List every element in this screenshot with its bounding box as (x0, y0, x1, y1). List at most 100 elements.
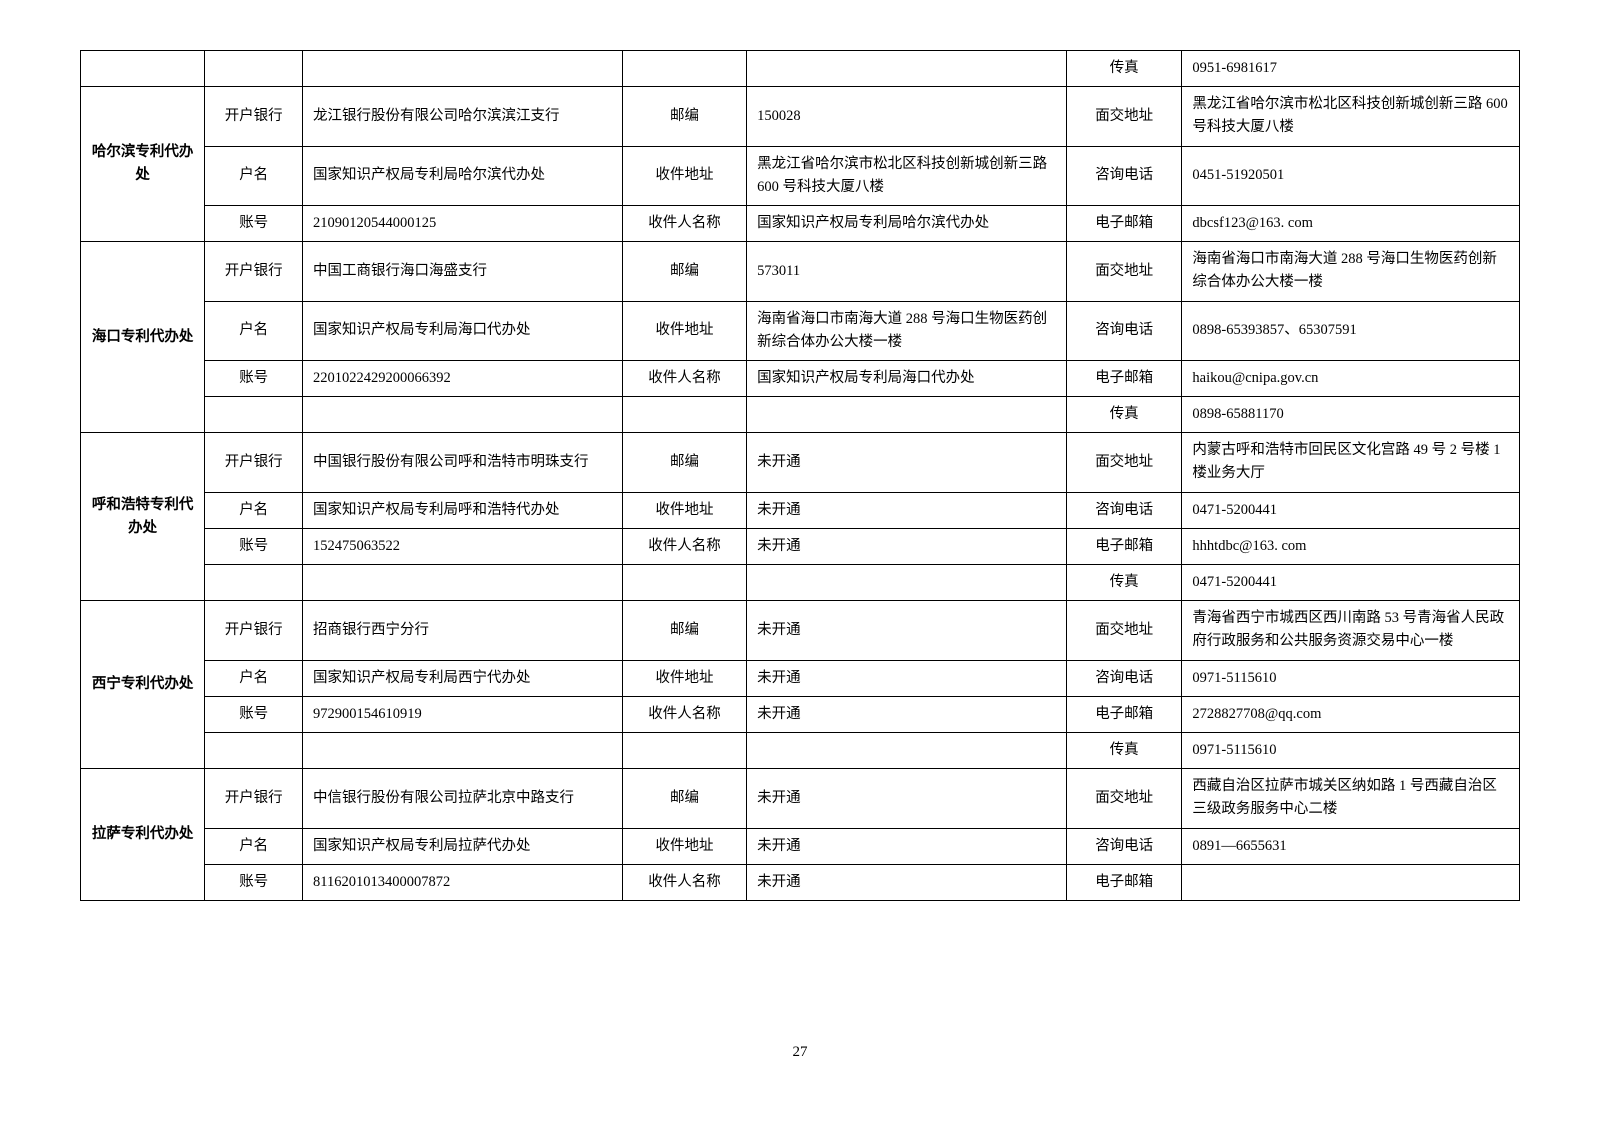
field-value: 黑龙江省哈尔滨市松北区科技创新城创新三路 600 号科技大厦八楼 (1182, 87, 1520, 146)
table-row: 户名国家知识产权局专利局拉萨代办处收件地址未开通咨询电话0891—6655631 (81, 828, 1520, 864)
field-label: 咨询电话 (1066, 301, 1181, 360)
field-label: 电子邮箱 (1066, 696, 1181, 732)
field-value: 青海省西宁市城西区西川南路 53 号青海省人民政府行政服务和公共服务资源交易中心… (1182, 601, 1520, 660)
table-row: 户名国家知识产权局专利局海口代办处收件地址海南省海口市南海大道 288 号海口生… (81, 301, 1520, 360)
field-value: 未开通 (747, 660, 1067, 696)
office-name-cell (81, 51, 205, 87)
field-label (622, 51, 746, 87)
field-label: 收件地址 (622, 146, 746, 205)
table-row: 户名国家知识产权局专利局西宁代办处收件地址未开通咨询电话0971-5115610 (81, 660, 1520, 696)
field-label: 收件地址 (622, 492, 746, 528)
field-label: 开户银行 (205, 242, 303, 301)
table-row: 账号2201022429200066392收件人名称国家知识产权局专利局海口代办… (81, 360, 1520, 396)
field-label: 面交地址 (1066, 87, 1181, 146)
table-row: 传真0971-5115610 (81, 732, 1520, 768)
field-label: 户名 (205, 828, 303, 864)
field-value: 150028 (747, 87, 1067, 146)
field-label: 开户银行 (205, 87, 303, 146)
table-row: 账号21090120544000125收件人名称国家知识产权局专利局哈尔滨代办处… (81, 205, 1520, 241)
field-value: 未开通 (747, 492, 1067, 528)
field-label: 收件地址 (622, 660, 746, 696)
table-row: 传真0898-65881170 (81, 397, 1520, 433)
table-row: 户名国家知识产权局专利局呼和浩特代办处收件地址未开通咨询电话0471-52004… (81, 492, 1520, 528)
field-value (303, 397, 623, 433)
field-value: 未开通 (747, 433, 1067, 492)
field-label: 传真 (1066, 397, 1181, 433)
field-value: 0471-5200441 (1182, 565, 1520, 601)
field-value: 0451-51920501 (1182, 146, 1520, 205)
field-label: 账号 (205, 360, 303, 396)
field-label: 邮编 (622, 242, 746, 301)
field-value: 黑龙江省哈尔滨市松北区科技创新城创新三路 600 号科技大厦八楼 (747, 146, 1067, 205)
field-label: 开户银行 (205, 769, 303, 828)
field-label: 电子邮箱 (1066, 864, 1181, 900)
office-name-cell: 海口专利代办处 (81, 242, 205, 433)
field-value: 0898-65881170 (1182, 397, 1520, 433)
office-name-cell: 哈尔滨专利代办处 (81, 87, 205, 242)
table-row: 海口专利代办处开户银行中国工商银行海口海盛支行邮编573011面交地址海南省海口… (81, 242, 1520, 301)
field-label: 收件人名称 (622, 696, 746, 732)
table-row: 传真0951-6981617 (81, 51, 1520, 87)
field-label: 户名 (205, 146, 303, 205)
field-value (303, 51, 623, 87)
field-label: 传真 (1066, 51, 1181, 87)
field-label (205, 397, 303, 433)
field-label: 户名 (205, 492, 303, 528)
table-row: 拉萨专利代办处开户银行中信银行股份有限公司拉萨北京中路支行邮编未开通面交地址西藏… (81, 769, 1520, 828)
field-value (747, 565, 1067, 601)
field-label: 邮编 (622, 87, 746, 146)
field-value: 972900154610919 (303, 696, 623, 732)
field-value: 国家知识产权局专利局呼和浩特代办处 (303, 492, 623, 528)
field-label: 收件人名称 (622, 205, 746, 241)
field-label: 户名 (205, 301, 303, 360)
field-label (205, 51, 303, 87)
field-value: 内蒙古呼和浩特市回民区文化宫路 49 号 2 号楼 1 楼业务大厅 (1182, 433, 1520, 492)
field-value: 国家知识产权局专利局拉萨代办处 (303, 828, 623, 864)
field-value: 2201022429200066392 (303, 360, 623, 396)
field-label: 咨询电话 (1066, 146, 1181, 205)
field-value: 海南省海口市南海大道 288 号海口生物医药创新综合体办公大楼一楼 (747, 301, 1067, 360)
field-label: 面交地址 (1066, 601, 1181, 660)
table-row: 西宁专利代办处开户银行招商银行西宁分行邮编未开通面交地址青海省西宁市城西区西川南… (81, 601, 1520, 660)
field-value: 西藏自治区拉萨市城关区纳如路 1 号西藏自治区三级政务服务中心二楼 (1182, 769, 1520, 828)
field-value: 0971-5115610 (1182, 732, 1520, 768)
office-name-cell: 西宁专利代办处 (81, 601, 205, 769)
field-label (622, 565, 746, 601)
field-value: 0471-5200441 (1182, 492, 1520, 528)
table-row: 账号972900154610919收件人名称未开通电子邮箱2728827708@… (81, 696, 1520, 732)
field-value: 未开通 (747, 528, 1067, 564)
field-label: 账号 (205, 528, 303, 564)
field-value: 未开通 (747, 864, 1067, 900)
field-value: 573011 (747, 242, 1067, 301)
table-row: 呼和浩特专利代办处开户银行中国银行股份有限公司呼和浩特市明珠支行邮编未开通面交地… (81, 433, 1520, 492)
field-label: 面交地址 (1066, 242, 1181, 301)
field-label: 账号 (205, 696, 303, 732)
field-label: 收件人名称 (622, 360, 746, 396)
field-label (205, 732, 303, 768)
field-value: 未开通 (747, 601, 1067, 660)
field-value: 国家知识产权局专利局西宁代办处 (303, 660, 623, 696)
field-value: 国家知识产权局专利局海口代办处 (303, 301, 623, 360)
office-name-cell: 呼和浩特专利代办处 (81, 433, 205, 601)
field-value (747, 732, 1067, 768)
table-row: 账号152475063522收件人名称未开通电子邮箱hhhtdbc@163. c… (81, 528, 1520, 564)
field-value: 未开通 (747, 696, 1067, 732)
field-label: 户名 (205, 660, 303, 696)
field-label: 收件地址 (622, 828, 746, 864)
field-value: 国家知识产权局专利局海口代办处 (747, 360, 1067, 396)
office-table: 传真0951-6981617哈尔滨专利代办处开户银行龙江银行股份有限公司哈尔滨滨… (80, 50, 1520, 901)
field-value: 中信银行股份有限公司拉萨北京中路支行 (303, 769, 623, 828)
field-value: 中国银行股份有限公司呼和浩特市明珠支行 (303, 433, 623, 492)
field-value: dbcsf123@163. com (1182, 205, 1520, 241)
field-value: 152475063522 (303, 528, 623, 564)
field-label: 电子邮箱 (1066, 205, 1181, 241)
field-label: 传真 (1066, 732, 1181, 768)
field-label: 开户银行 (205, 433, 303, 492)
field-value (747, 397, 1067, 433)
field-value (1182, 864, 1520, 900)
field-label: 咨询电话 (1066, 492, 1181, 528)
field-label: 邮编 (622, 769, 746, 828)
field-label: 账号 (205, 864, 303, 900)
field-value: hhhtdbc@163. com (1182, 528, 1520, 564)
field-label: 收件地址 (622, 301, 746, 360)
